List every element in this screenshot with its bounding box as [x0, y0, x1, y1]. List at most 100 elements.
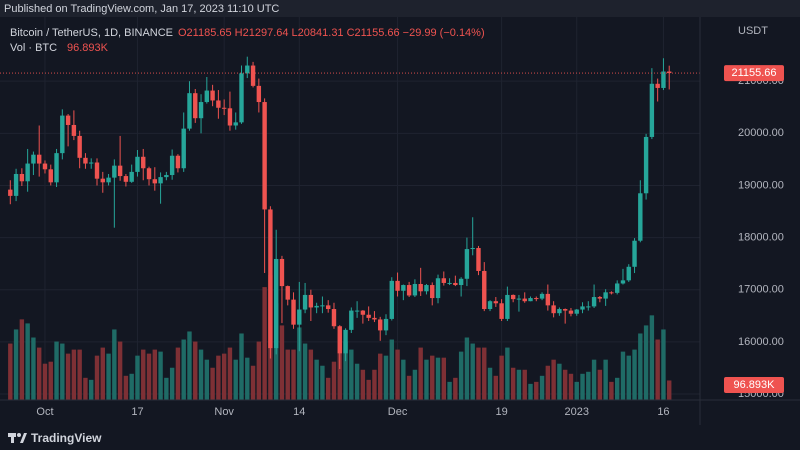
candle-body — [19, 173, 25, 182]
x-tick-label: Nov — [214, 406, 234, 418]
candle-body — [314, 305, 319, 308]
volume-bar — [539, 375, 545, 400]
volume-bar — [216, 355, 221, 400]
volume-bar — [649, 315, 655, 400]
candle-body — [447, 282, 452, 284]
volume-bar — [638, 333, 643, 400]
volume-title: Vol · BTC — [10, 42, 57, 54]
volume-bar — [505, 347, 510, 400]
volume-bar — [482, 347, 487, 400]
volume-bar — [291, 349, 296, 400]
volume-bar — [210, 367, 215, 400]
volume-bar — [643, 325, 649, 400]
volume-bar — [83, 377, 88, 400]
candle-body — [516, 298, 522, 300]
volume-bar — [354, 363, 360, 400]
candle-body — [568, 310, 574, 314]
candle-body — [326, 305, 331, 310]
volume-bar — [112, 329, 117, 400]
volume-bar — [100, 347, 105, 400]
candle-body — [383, 318, 389, 331]
candle-body — [89, 162, 94, 164]
volume-bar — [591, 359, 597, 400]
candle-body — [557, 309, 562, 314]
candle-body — [655, 83, 660, 88]
candle-body — [632, 240, 637, 267]
candle-body — [262, 102, 267, 210]
candle-body — [221, 107, 227, 109]
volume-bar — [285, 349, 290, 400]
candle-body — [100, 178, 105, 183]
candle-body — [25, 163, 30, 182]
volume-bar — [372, 369, 377, 400]
volume-bar — [227, 347, 233, 400]
candle-body — [389, 280, 394, 319]
y-tick-label: 20000.00 — [738, 127, 784, 139]
x-tick-label: Oct — [36, 406, 53, 418]
candle-body — [106, 177, 111, 183]
volume-bar — [453, 377, 458, 400]
candle-body — [42, 163, 48, 170]
volume-bar — [164, 377, 169, 400]
candle-body — [250, 65, 256, 86]
candle-body — [48, 169, 53, 183]
candle-body — [574, 309, 579, 314]
currency-label: USDT — [738, 25, 768, 37]
volume-bar — [401, 359, 406, 400]
candle-body — [482, 270, 487, 310]
candle-body — [435, 278, 441, 299]
volume-bar — [198, 349, 204, 400]
candle-body — [198, 102, 204, 119]
candle-body — [597, 297, 603, 299]
volume-bar — [106, 353, 111, 400]
candle-body — [372, 317, 377, 320]
candle-body — [470, 248, 475, 250]
candle-body — [129, 171, 134, 182]
volume-bar — [123, 375, 129, 400]
volume-bar — [441, 357, 446, 400]
volume-bar — [447, 381, 452, 400]
candle-body — [302, 294, 308, 310]
candle-body — [181, 128, 186, 169]
candle-body — [164, 175, 169, 178]
volume-bar — [412, 369, 418, 400]
candle-body — [528, 298, 533, 302]
footer-brand: TradingView — [31, 431, 102, 445]
volume-bar — [250, 365, 256, 400]
candle-body — [493, 301, 499, 304]
candle-body — [169, 155, 175, 176]
candle-body — [395, 280, 400, 291]
volume-bar — [42, 363, 48, 400]
volume-bar — [557, 363, 562, 400]
candle-body — [626, 266, 631, 281]
candle-body — [239, 73, 244, 123]
candle-body — [418, 283, 423, 292]
candle-body — [580, 306, 585, 310]
volume-bar — [65, 353, 71, 400]
candle-body — [13, 173, 19, 196]
volume-bar — [279, 325, 285, 400]
volume-bar — [19, 319, 25, 400]
candle-body — [505, 294, 510, 319]
volume-bar — [245, 357, 250, 400]
volume-bar — [615, 377, 620, 400]
plot-area — [0, 17, 700, 400]
candle-body — [412, 283, 418, 296]
candle-body — [158, 177, 163, 184]
volume-bar — [262, 287, 267, 400]
volume-bar — [31, 337, 36, 400]
volume-bar — [661, 329, 666, 400]
candle-body — [609, 292, 614, 294]
candle-body — [499, 303, 504, 319]
volume-badge — [724, 377, 784, 393]
candle-body — [291, 299, 296, 325]
volume-bar — [71, 349, 77, 400]
volume-bar — [655, 339, 660, 400]
candle-body — [343, 329, 348, 354]
volume-bar — [187, 331, 192, 400]
candle-body — [458, 278, 464, 286]
candle-body — [349, 310, 354, 330]
volume-bar — [551, 359, 556, 400]
volume-bar — [545, 365, 551, 400]
volume-bar — [326, 377, 331, 400]
